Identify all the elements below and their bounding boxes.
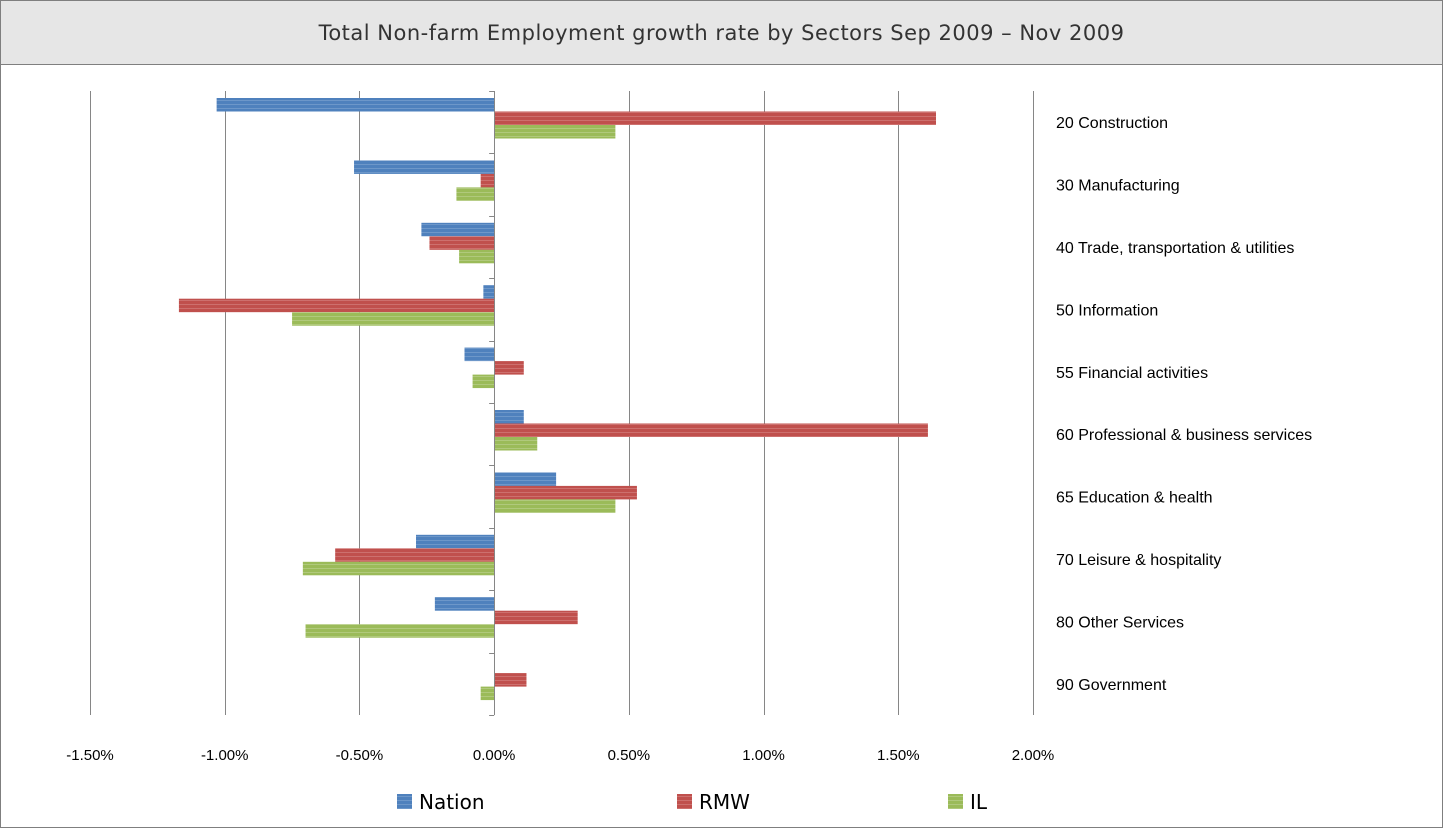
bar-nation-1 [216,98,495,112]
x-tick-label: 1.00% [742,747,785,764]
x-tick-label: 2.00% [1012,747,1055,764]
legend-label: RMW [699,790,750,814]
x-axis-tick-labels: -1.50% -1.00% -0.50% 0.00% 0.50% 1.00% 1.50% 2.… [66,747,1054,764]
bar-rmw-5 [494,361,524,375]
bar-rmw-6 [494,423,928,437]
bar-nation-5 [464,347,495,362]
bar-rmw-10 [494,673,527,687]
bar-il-8 [302,561,495,576]
bar-nation-4 [483,285,495,299]
legend-item-nation: Nation [397,790,485,814]
bar-il-10 [480,686,495,701]
x-tick-label: -0.50% [336,747,384,764]
legend-item-il: IL [948,790,988,814]
x-tick-label: 0.50% [608,747,651,764]
bar-il-9 [305,624,495,638]
category-label: 70 Leisure & hospitality [1056,552,1221,569]
bar-il-3 [459,249,495,264]
category-label: 60 Professional & business services [1056,427,1312,444]
bar-il-7 [494,499,616,513]
bar-il-5 [472,374,495,389]
bar-nation-8 [416,534,495,549]
category-labels: 20 Construction 30 Manufacturing 40 Trade,… [1056,115,1312,694]
legend-item-rmw: RMW [677,790,750,814]
category-label: 55 Financial activities [1056,365,1208,382]
bar-nation-3 [421,222,495,237]
category-label: 65 Education & health [1056,490,1213,507]
bar-rmw-3 [429,236,495,250]
bar-il-2 [456,187,495,201]
bar-rmw-4 [178,298,495,313]
bar-nation-9 [434,597,495,611]
bar-nation-6 [494,410,524,424]
bar-il-6 [494,437,538,451]
x-tick-label: -1.50% [66,747,114,764]
legend-swatch [677,794,692,809]
bar-rmw-9 [494,610,578,625]
chart-title-bar: Total Non-farm Employment growth rate by… [1,1,1442,65]
bar-il-1 [494,125,616,139]
legend-swatch [948,794,963,809]
category-label: 50 Information [1056,302,1158,319]
category-label: 30 Manufacturing [1056,178,1180,195]
bar-nation-2 [354,160,495,174]
gridlines [90,91,1034,715]
legend-swatch [397,794,412,809]
legend: Nation RMW IL [397,790,988,814]
bar-rmw-1 [494,111,937,125]
bar-nation-7 [494,472,557,486]
category-label: 20 Construction [1056,115,1168,132]
bar-rmw-8 [335,548,495,562]
legend-label: IL [970,790,988,814]
bar-rmw-2 [480,173,495,188]
category-axis-ticks [489,91,495,716]
legend-label: Nation [419,790,485,814]
category-label: 90 Government [1056,677,1167,694]
bars [178,98,937,701]
category-label: 40 Trade, transportation & utilities [1056,240,1294,257]
x-tick-label: 1.50% [877,747,920,764]
category-label: 80 Other Services [1056,614,1184,631]
bar-il-4 [292,312,495,326]
bar-rmw-7 [494,485,637,500]
chart-title: Total Non-farm Employment growth rate by… [318,20,1125,45]
x-tick-label: -1.00% [201,747,249,764]
x-tick-label: 0.00% [473,747,516,764]
